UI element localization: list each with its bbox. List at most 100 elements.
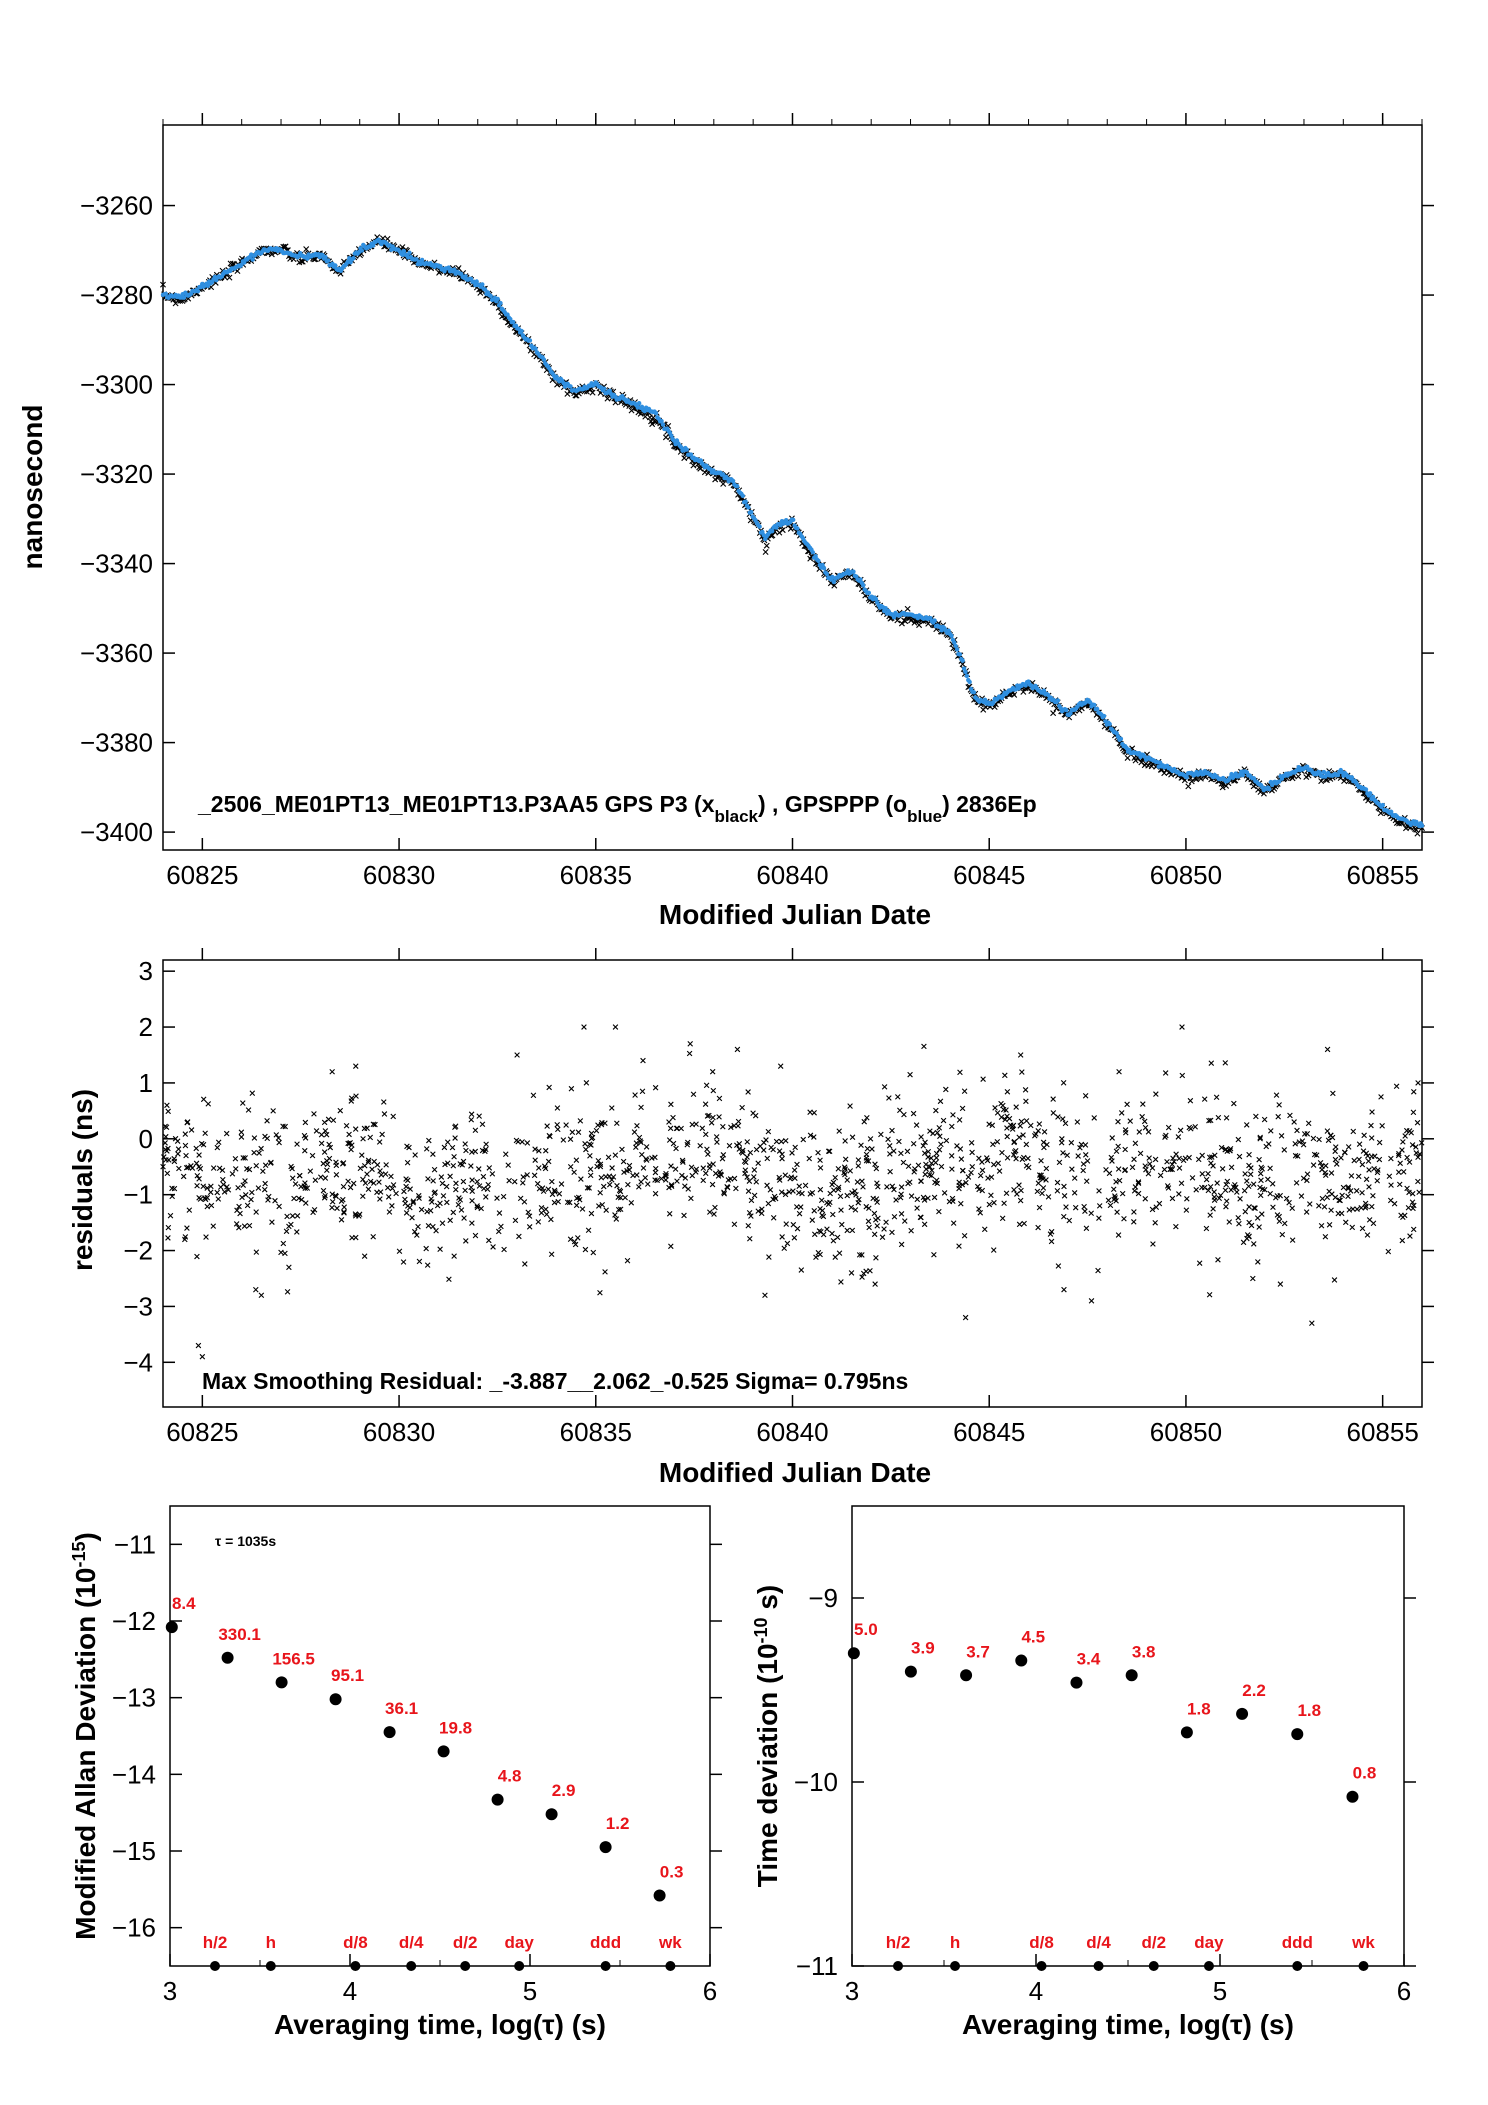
residual-point — [571, 1169, 577, 1176]
residual-point — [981, 1226, 988, 1233]
phase-point-o — [991, 700, 996, 705]
residual-point — [1061, 1183, 1067, 1190]
phase-point-o — [1118, 736, 1124, 742]
residual-point — [764, 1182, 770, 1189]
residual-point — [1000, 1102, 1006, 1109]
phase-point-o — [932, 618, 937, 623]
residual-point — [721, 1189, 727, 1196]
residual-point — [333, 1172, 340, 1178]
tdev-y-axis-title-part: Time deviation (10 — [752, 1643, 783, 1887]
residual-point — [1206, 1154, 1213, 1161]
phase-point-o — [964, 673, 970, 679]
residual-point — [1023, 1141, 1030, 1148]
residual-point — [806, 1155, 813, 1162]
residual-point — [1258, 1177, 1264, 1184]
residual-point — [825, 1148, 832, 1155]
phase-point-o — [957, 652, 963, 657]
residual-point — [307, 1168, 314, 1174]
residual-point — [1366, 1184, 1372, 1190]
residual-point — [1142, 1196, 1149, 1202]
residual-point — [536, 1185, 543, 1192]
residual-point — [702, 1131, 709, 1138]
residual-point — [520, 1174, 527, 1180]
residual-point — [633, 1172, 640, 1178]
residual-point — [744, 1139, 751, 1145]
residual-point — [791, 1167, 798, 1173]
residual-point — [956, 1243, 962, 1249]
residual-point — [860, 1270, 867, 1277]
residual-outlier-point — [164, 1102, 170, 1109]
residual-point — [1409, 1199, 1416, 1205]
residual-point — [589, 1134, 596, 1141]
phase-point-x — [226, 274, 233, 281]
residual-point — [203, 1234, 209, 1240]
residual-point — [215, 1139, 222, 1146]
phase-point-x — [776, 529, 783, 536]
residual-point — [704, 1146, 710, 1153]
residual-point — [617, 1188, 624, 1195]
residual-point — [1318, 1222, 1325, 1229]
phase-point-o — [653, 410, 659, 416]
residual-point — [1415, 1178, 1421, 1185]
residual-point — [844, 1177, 851, 1183]
residual-point — [540, 1188, 547, 1194]
residual-point — [818, 1197, 825, 1204]
residual-point — [1369, 1109, 1375, 1115]
residual-point — [280, 1240, 287, 1247]
residual-point — [415, 1192, 422, 1199]
mdev-period-marker — [265, 1961, 276, 1971]
residual-point — [1363, 1176, 1370, 1183]
residuals-xtick-label: 60830 — [363, 1417, 435, 1447]
residual-point — [710, 1114, 716, 1121]
residual-point — [1332, 1194, 1339, 1201]
residual-point — [1122, 1167, 1129, 1173]
residual-point — [839, 1221, 845, 1228]
residual-point — [1078, 1141, 1085, 1148]
residual-point — [433, 1227, 439, 1234]
residual-point — [1016, 1221, 1023, 1228]
mdev-period-label: h/2 — [203, 1933, 228, 1952]
residual-point — [225, 1187, 232, 1193]
tdev-period-marker — [1036, 1961, 1047, 1971]
residual-point — [700, 1165, 707, 1171]
residual-point — [359, 1152, 365, 1158]
residual-point — [444, 1199, 450, 1206]
residuals-xtick-label: 60835 — [560, 1417, 632, 1447]
residual-point — [175, 1151, 181, 1157]
residual-point — [165, 1108, 171, 1115]
residual-point — [400, 1259, 407, 1265]
residual-point — [1115, 1166, 1122, 1172]
residual-point — [1316, 1203, 1322, 1209]
residual-point — [1223, 1181, 1230, 1188]
residuals-ytick-label: 2 — [139, 1012, 153, 1042]
residual-point — [1177, 1127, 1184, 1134]
residual-point — [1246, 1151, 1252, 1158]
residual-point — [1036, 1204, 1043, 1211]
residual-point — [1149, 1165, 1156, 1171]
residual-point — [232, 1155, 239, 1162]
residual-point — [1071, 1175, 1078, 1181]
residual-point — [901, 1111, 907, 1118]
residual-point — [1396, 1150, 1402, 1157]
residual-point — [415, 1223, 421, 1230]
residual-point — [261, 1186, 268, 1193]
residual-point — [377, 1196, 383, 1202]
residual-point — [799, 1190, 805, 1197]
mdev-period-marker — [514, 1961, 525, 1971]
mdev-point — [221, 1651, 234, 1664]
residual-point — [364, 1171, 370, 1177]
residual-point — [867, 1136, 874, 1142]
residual-point — [1157, 1172, 1164, 1179]
residual-point — [809, 1217, 816, 1223]
residual-point — [439, 1180, 446, 1187]
residual-point — [1115, 1118, 1121, 1125]
residual-point — [583, 1146, 589, 1153]
residual-point — [1163, 1132, 1169, 1139]
residual-point — [921, 1043, 927, 1050]
residual-point — [900, 1159, 907, 1166]
residual-point — [378, 1172, 385, 1178]
phase-point-o — [810, 550, 816, 555]
residual-point — [1004, 1155, 1011, 1161]
phase-point-x — [1020, 688, 1027, 695]
